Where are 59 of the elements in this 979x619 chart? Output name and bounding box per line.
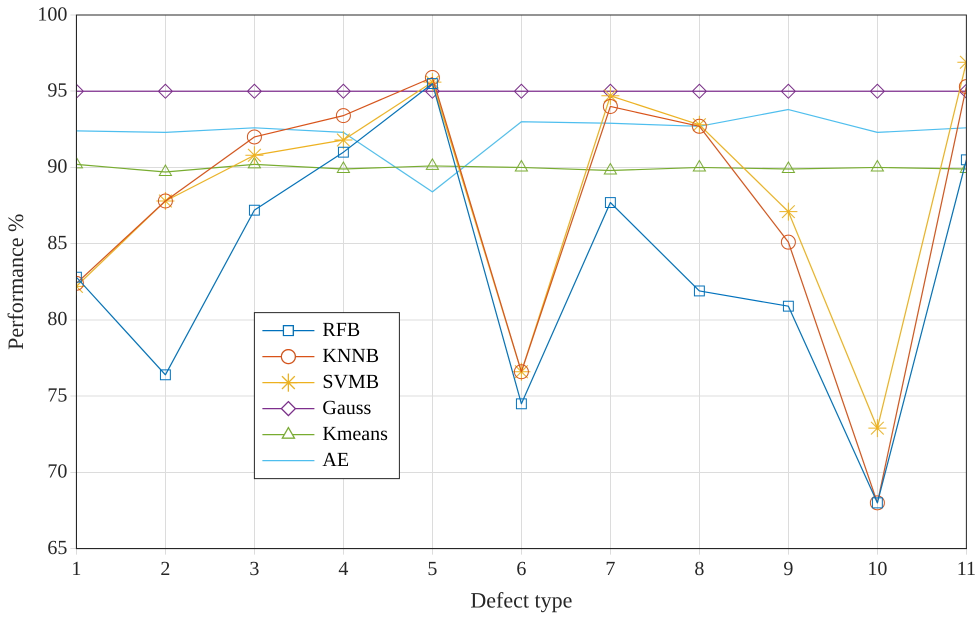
point <box>602 98 618 114</box>
x-tick-label: 2 <box>160 558 170 580</box>
point <box>336 108 351 124</box>
point <box>868 418 887 438</box>
point <box>244 146 264 165</box>
point <box>246 129 262 144</box>
legend-label: RFB <box>322 318 360 341</box>
point <box>338 146 349 158</box>
x-tick-label: 9 <box>783 558 794 580</box>
y-tick-label: 80 <box>47 308 68 330</box>
point <box>158 164 172 176</box>
x-tick-label: 11 <box>956 558 976 580</box>
point <box>690 115 709 134</box>
y-tick-label: 65 <box>47 536 68 559</box>
point <box>694 286 705 296</box>
legend-label: Kmeans <box>322 422 388 445</box>
y-axis-title: Performance % <box>2 214 28 350</box>
x-tick-label: 7 <box>605 558 616 580</box>
point <box>426 78 438 90</box>
legend-label: AE <box>322 448 350 471</box>
point <box>870 84 885 99</box>
y-tick-label: 85 <box>47 232 68 254</box>
legend-label: SVMB <box>322 370 380 393</box>
point <box>422 72 442 92</box>
point <box>424 84 440 99</box>
point <box>334 130 353 150</box>
point <box>604 197 616 208</box>
point <box>514 84 529 99</box>
x-tick-label: 4 <box>338 558 348 580</box>
point <box>692 84 707 99</box>
y-tick-label: 70 <box>47 460 68 483</box>
x-tick-label: 10 <box>867 558 888 580</box>
point <box>248 204 260 216</box>
point <box>246 84 262 99</box>
point <box>782 300 794 312</box>
x-axis-title: Defect type <box>470 588 572 613</box>
y-tick-label: 75 <box>47 384 68 406</box>
y-tick-label: 95 <box>47 79 68 102</box>
y-tick-label: 90 <box>47 156 68 178</box>
x-tick-label: 6 <box>516 558 526 580</box>
point <box>516 398 527 410</box>
point <box>780 234 796 250</box>
x-tick-label: 1 <box>71 558 82 580</box>
point <box>160 369 171 380</box>
point <box>158 84 173 99</box>
x-tick-label: 8 <box>694 558 704 580</box>
point <box>780 84 796 99</box>
y-tick-label: 100 <box>37 3 68 26</box>
point <box>604 163 617 175</box>
x-tick-label: 5 <box>427 558 438 580</box>
point <box>602 84 618 99</box>
x-tick-label: 3 <box>249 558 260 580</box>
point <box>424 70 440 86</box>
point <box>692 118 707 134</box>
legend-label: Gauss <box>322 396 372 419</box>
point <box>336 84 351 99</box>
point <box>600 86 620 106</box>
point <box>778 202 798 222</box>
legend-label: KNNB <box>322 344 380 367</box>
